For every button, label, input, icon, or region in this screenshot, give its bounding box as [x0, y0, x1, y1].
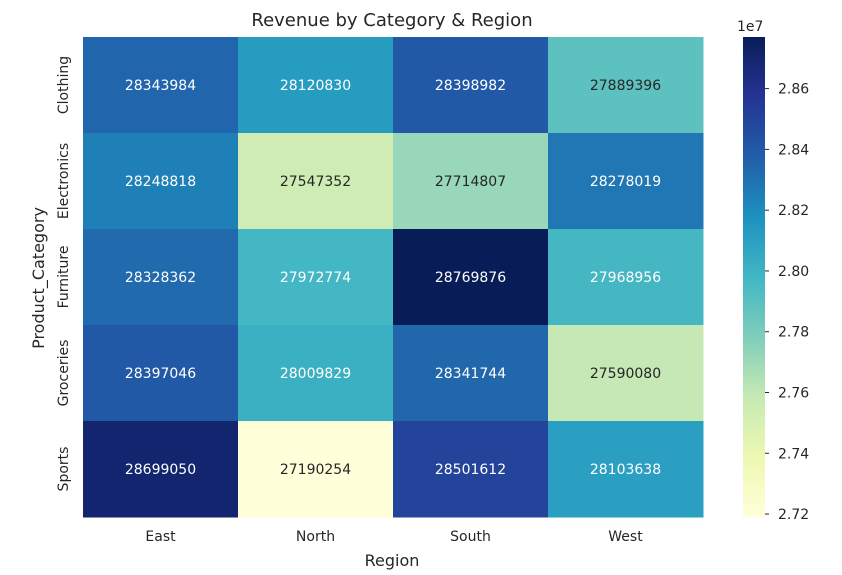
colorbar-ticks: 2.72 2.74 2.76 2.78 2.80 2.82 2.84 2.86: [765, 82, 809, 523]
heatmap-cells: 28343984 28120830 28398982 27889396 28248818…: [83, 37, 704, 518]
cell-value-label: 27714807: [435, 174, 506, 190]
colorbar: [743, 37, 765, 517]
y-tick-label: Groceries: [56, 340, 72, 407]
cell-value-label: 28103638: [590, 462, 661, 478]
heatmap-cell: [83, 421, 239, 518]
cell-value-label: 28769876: [435, 270, 506, 286]
cell-value-label: 28120830: [280, 78, 351, 94]
heatmap-cell: [238, 133, 394, 230]
chart-title: Revenue by Category & Region: [251, 10, 532, 31]
cell-value-label: 28699050: [125, 462, 196, 478]
cell-value-label: 27968956: [590, 270, 661, 286]
y-tick-label: Clothing: [56, 56, 72, 114]
heatmap-cell: [393, 37, 549, 134]
colorbar-tick-label: 2.82: [778, 203, 809, 219]
cell-value-label: 28248818: [125, 174, 196, 190]
heatmap-cell: [393, 133, 549, 230]
cell-value-label: 27190254: [280, 462, 351, 478]
y-axis-label: Product_Category: [29, 207, 49, 349]
y-tick-labels: Clothing Electronics Furniture Groceries Spo…: [56, 56, 72, 492]
heatmap-cell: [83, 229, 239, 326]
heatmap-cell: [393, 421, 549, 518]
heatmap-cell: [238, 229, 394, 326]
y-tick-label: Electronics: [56, 143, 72, 219]
colorbar-tick-label: 2.84: [778, 142, 809, 158]
x-tick-label: North: [296, 529, 335, 545]
heatmap-cell: [393, 229, 549, 326]
heatmap-cell: [238, 325, 394, 422]
colorbar-tick-label: 2.78: [778, 325, 809, 341]
colorbar-tick-label: 2.72: [778, 507, 809, 523]
heatmap-cell: [548, 325, 704, 422]
heatmap-cell: [238, 37, 394, 134]
cell-value-label: 28009829: [280, 366, 351, 382]
heatmap-cell: [548, 421, 704, 518]
x-tick-label: South: [450, 529, 491, 545]
heatmap-cell: [83, 325, 239, 422]
x-tick-label: West: [608, 529, 643, 545]
colorbar-tick-label: 2.80: [778, 264, 809, 280]
heatmap-cell: [83, 37, 239, 134]
cell-value-label: 28501612: [435, 462, 506, 478]
cell-value-label: 27590080: [590, 366, 661, 382]
y-tick-label: Furniture: [56, 246, 72, 309]
cell-value-label: 28341744: [435, 366, 506, 382]
colorbar-multiplier: 1e7: [737, 19, 763, 35]
x-tick-labels: East North South West: [145, 529, 643, 545]
cell-value-label: 28397046: [125, 366, 196, 382]
cell-value-label: 28398982: [435, 78, 506, 94]
y-tick-label: Sports: [56, 447, 72, 492]
cell-value-label: 27889396: [590, 78, 661, 94]
cell-value-label: 28328362: [125, 270, 196, 286]
cell-value-label: 27972774: [280, 270, 351, 286]
x-axis-label: Region: [365, 551, 420, 570]
cell-value-label: 27547352: [280, 174, 351, 190]
heatmap-cell: [83, 133, 239, 230]
heatmap-cell: [393, 325, 549, 422]
x-tick-label: East: [145, 529, 176, 545]
heatmap-cell: [548, 37, 704, 134]
heatmap-cell: [238, 421, 394, 518]
colorbar-tick-label: 2.76: [778, 385, 809, 401]
cell-value-label: 28278019: [590, 174, 661, 190]
cell-value-label: 28343984: [125, 78, 196, 94]
heatmap-cell: [548, 133, 704, 230]
colorbar-tick-label: 2.86: [778, 82, 809, 98]
colorbar-tick-label: 2.74: [778, 446, 809, 462]
heatmap-cell: [548, 229, 704, 326]
